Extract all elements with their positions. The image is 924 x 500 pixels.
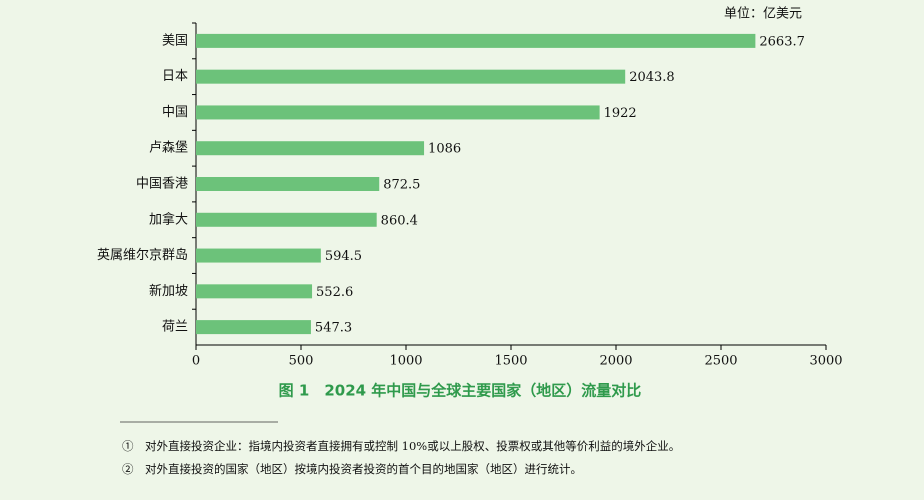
y-tick-label: 荷兰 [162,320,188,335]
bar [196,212,377,227]
value-label: 1922 [604,106,637,121]
value-label: 860.4 [381,213,418,228]
chart-title: 图 1 2024 年中国与全球主要国家（地区）流量对比 [279,382,642,400]
value-label: 552.6 [316,285,353,300]
x-tick-label: 2000 [599,354,632,369]
bar [196,33,756,48]
unit-label: 单位：亿美元 [724,7,802,22]
footnote: ① 对外直接投资企业：指境内投资者直接拥有或控制 10%或以上股权、投票权或其他… [122,439,680,453]
x-tick-label: 3000 [809,354,842,369]
y-tick-label: 美国 [162,33,188,48]
bar [196,177,380,191]
x-tick-label: 500 [289,354,314,369]
footnote: ② 对外直接投资的国家（地区）按境内投资者投资的首个目的地国家（地区）进行统计。 [122,462,582,476]
y-tick-label: 卢森堡 [149,140,188,156]
x-tick-label: 1000 [389,354,422,369]
bar [196,284,313,299]
bar [196,248,321,263]
value-label: 2663.7 [759,34,805,49]
x-tick-label: 0 [192,354,200,369]
bar [196,105,600,120]
y-tick-label: 日本 [162,69,188,84]
y-tick-label: 中国 [162,105,188,120]
y-tick-label: 中国香港 [136,177,188,192]
bar [196,69,626,84]
value-label: 547.3 [315,321,352,336]
y-tick-label: 英属维尔京群岛 [97,247,188,263]
bar [196,141,425,156]
x-tick-label: 1500 [494,354,527,369]
value-label: 1086 [428,142,461,157]
bar [196,320,311,335]
value-label: 872.5 [383,178,420,193]
y-tick-label: 新加坡 [149,283,188,299]
y-tick-label: 加拿大 [149,211,188,227]
value-label: 594.5 [325,249,362,264]
value-label: 2043.8 [629,70,675,85]
x-tick-label: 2500 [704,354,737,369]
